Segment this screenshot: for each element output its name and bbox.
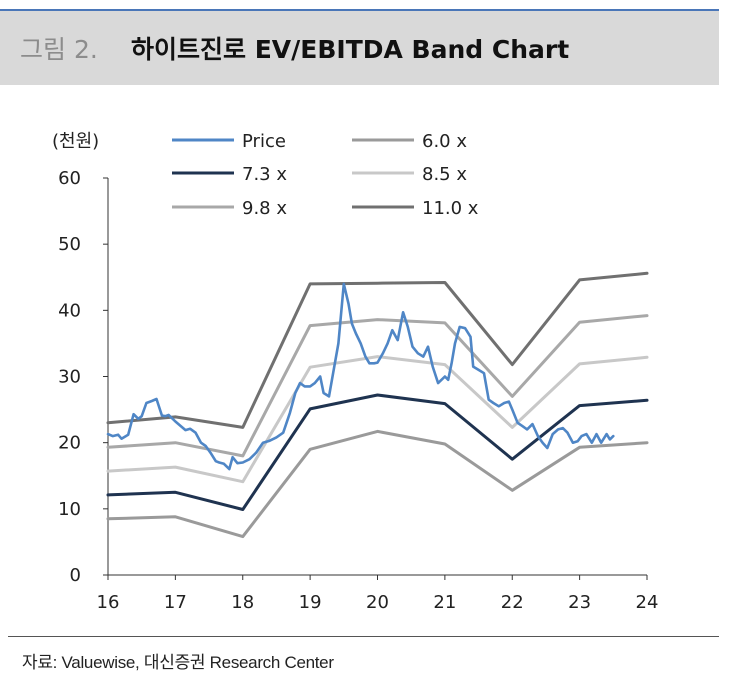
legend-label-7-3-x: 7.3 x (242, 164, 287, 185)
x-tick-label: 18 (231, 592, 254, 613)
axes: 0 10 20 30 40 50 60 16 17 18 19 20 21 22 23 24 (58, 168, 658, 613)
x-tick-label: 24 (636, 592, 659, 613)
y-tick-label: 40 (58, 300, 81, 321)
source-note: 자료: Valuewise, 대신증권 Research Center (22, 653, 334, 672)
y-unit-label: (천원) (52, 131, 99, 152)
y-tick-label: 10 (58, 499, 81, 520)
title-band (0, 11, 719, 85)
bottom-rule (8, 636, 719, 637)
figure-title: 하이트진로 EV/EBITDA Band Chart (131, 35, 570, 64)
series-line-price (106, 282, 615, 471)
series-line-8-5-x (106, 355, 649, 484)
y-tick-label: 50 (58, 234, 81, 255)
x-tick-label: 20 (366, 592, 389, 613)
x-tick-label: 17 (164, 592, 187, 613)
series-group (106, 271, 649, 539)
x-tick-label: 22 (501, 592, 524, 613)
legend-label-8-5-x: 8.5 x (422, 164, 467, 185)
legend-label-6-0-x: 6.0 x (422, 131, 467, 152)
figure-number: 그림 2. (20, 35, 98, 64)
legend-label-9-8-x: 9.8 x (242, 198, 287, 219)
x-tick-label: 19 (299, 592, 322, 613)
x-tick-label: 21 (433, 592, 456, 613)
legend: Price 6.0 x 7.3 x 8.5 x 9.8 x 11.0 x (172, 131, 479, 219)
top-rule (0, 9, 719, 11)
legend-label-price: Price (242, 131, 286, 152)
legend-label-11-0-x: 11.0 x (422, 198, 479, 219)
x-tick-label: 23 (568, 592, 591, 613)
y-tick-label: 0 (70, 565, 81, 586)
series-line-6-0-x (106, 429, 649, 539)
series-line-9-8-x (106, 314, 649, 458)
y-tick-label: 30 (58, 367, 81, 388)
series-line-11-0-x (106, 271, 649, 429)
series-line-7-3-x (106, 393, 649, 511)
y-tick-label: 60 (58, 168, 81, 189)
x-tick-label: 16 (97, 592, 120, 613)
y-tick-label: 20 (58, 433, 81, 454)
